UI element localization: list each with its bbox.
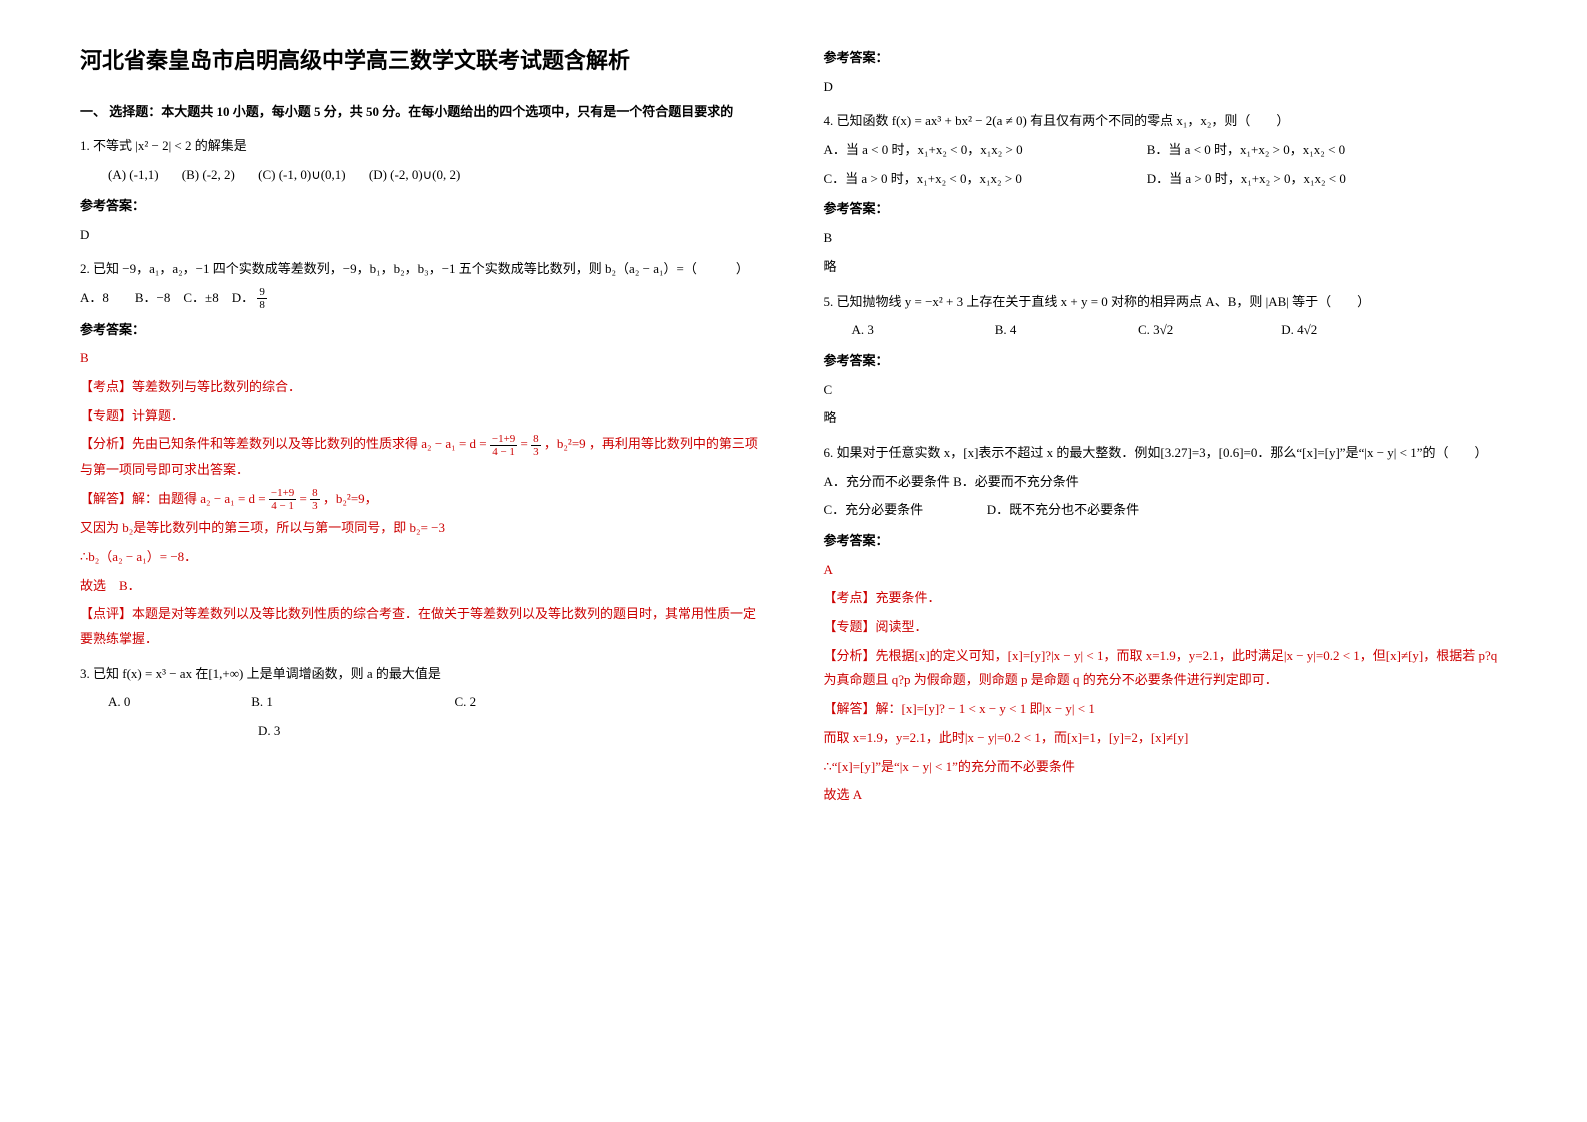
q5-opt-c: C. 3√2 xyxy=(1138,318,1278,343)
q6-opt-b: B．必要而不充分条件 xyxy=(953,474,1079,489)
q6-zhuanti: 【专题】阅读型． xyxy=(824,615,1508,640)
q2-jd0-prefix: 【解答】解：由题得 xyxy=(80,491,197,506)
left-column: 河北省秦皇岛市启明高级中学高三数学文联考试题含解析 一、 选择题：本大题共 10… xyxy=(50,40,794,1082)
q6-jd2: 而取 x=1.9，y=2.1，此时|x − y|=0.2 < 1，而[x]=1，… xyxy=(824,726,1508,751)
q2-jd-suffix: ，b₂²=9 xyxy=(323,491,365,506)
section-heading: 一、 选择题：本大题共 10 小题，每小题 5 分，共 50 分。在每小题给出的… xyxy=(80,100,764,125)
q6-answer-label: 参考答案： xyxy=(824,529,1508,554)
q3-opt-a: A. 0 xyxy=(108,690,248,715)
q4-answer-label: 参考答案： xyxy=(824,197,1508,222)
q2-fenxi-frac2: 8 3 xyxy=(531,433,541,458)
q2-fenxi: 【分析】先由已知条件和等差数列以及等比数列的性质求得 a₂ − a₁ = d =… xyxy=(80,432,764,482)
q4-opt-a: A．当 a < 0 时，x₁+x₂ < 0，x₁x₂ > 0 xyxy=(824,138,1144,163)
q4-stem: 4. 已知函数 f(x) = ax³ + bx² − 2(a ≠ 0) 有且仅有… xyxy=(824,109,1508,134)
q6-row2: C．充分必要条件 D．既不充分也不必要条件 xyxy=(824,498,1508,523)
q2-jd-f1-num: −1+9 xyxy=(269,487,296,500)
q3-opt-d: D. 3 xyxy=(258,719,398,744)
q3-options-2: D. 3 xyxy=(108,719,764,744)
q6-opt-a: A．充分而不必要条件 xyxy=(824,470,950,495)
q2-jd-f2-den: 3 xyxy=(310,500,320,512)
q3-stem: 3. 已知 f(x) = x³ − ax 在[1,+∞) 上是单调增函数，则 a… xyxy=(80,662,764,687)
q6-stem: 6. 如果对于任意实数 x，[x]表示不超过 x 的最大整数．例如[3.27]=… xyxy=(824,441,1508,466)
q6-jd1: 【解答】解：[x]=[y]? − 1 < x − y < 1 即|x − y| … xyxy=(824,697,1508,722)
q2-kaodian: 【考点】等差数列与等比数列的综合． xyxy=(80,375,764,400)
q3-options: A. 0 B. 1 C. 2 xyxy=(108,690,764,715)
q6-row1: A．充分而不必要条件 B．必要而不充分条件 xyxy=(824,470,1508,495)
q2-fx-f2-num: 8 xyxy=(531,433,541,446)
q2-frac-num: 9 xyxy=(257,286,267,299)
q1-stem: 1. 不等式 |x² − 2| < 2 的解集是 xyxy=(80,134,764,159)
q2-fx-f1-num: −1+9 xyxy=(490,433,517,446)
q2-fenxi-mid: = xyxy=(521,436,528,451)
q6-jd4: 故选 A xyxy=(824,783,1508,808)
q2-frac-den: 8 xyxy=(257,299,267,311)
q2-opts-text: A．8 B．−8 C．±8 D． xyxy=(80,290,254,305)
q4-row1: A．当 a < 0 时，x₁+x₂ < 0，x₁x₂ > 0 B．当 a < 0… xyxy=(824,138,1508,163)
q2-jd-frac2: 8 3 xyxy=(310,487,320,512)
q1-opt-b: (B) (-2, 2) xyxy=(182,163,235,188)
q2-jiedа-line3: 故选 B． xyxy=(80,574,764,599)
q5-answer-label: 参考答案： xyxy=(824,349,1508,374)
q5-opt-a: A. 3 xyxy=(852,318,992,343)
q2-jiedа-line2: ∴b₂（a₂ − a₁）= −8． xyxy=(80,545,764,570)
q2-zhuanti: 【专题】计算题． xyxy=(80,404,764,429)
q1-options: (A) (-1,1) (B) (-2, 2) (C) (-1, 0)∪(0,1)… xyxy=(108,163,764,188)
q2-fx-f1-den: 4 − 1 xyxy=(490,446,517,458)
q4-opt-d: D．当 a > 0 时，x₁+x₂ > 0，x₁x₂ < 0 xyxy=(1147,171,1346,186)
q2-fenxi-expr: a₂ − a₁ = d = xyxy=(421,436,486,451)
q2-jd-f1-den: 4 − 1 xyxy=(269,500,296,512)
q3-opt-c: C. 2 xyxy=(455,690,595,715)
q2-answer-label: 参考答案： xyxy=(80,318,764,343)
q1-opt-c: (C) (-1, 0)∪(0,1) xyxy=(258,163,346,188)
q4-answer: B xyxy=(824,226,1508,251)
q5-answer: C xyxy=(824,378,1508,403)
q6-opt-d: D．既不充分也不必要条件 xyxy=(987,502,1139,517)
q2-fenxi-suffix: ，b₂²=9 xyxy=(544,436,586,451)
q2-answer: B xyxy=(80,346,764,371)
page-title: 河北省秦皇岛市启明高级中学高三数学文联考试题含解析 xyxy=(80,40,764,82)
q3-answer-label: 参考答案： xyxy=(824,46,1508,71)
q6-kaodian: 【考点】充要条件． xyxy=(824,586,1508,611)
q3-opt-b: B. 1 xyxy=(251,690,451,715)
q2-fx-f2-den: 3 xyxy=(531,446,541,458)
q1-opt-d: (D) (-2, 0)∪(0, 2) xyxy=(369,163,460,188)
q4-row2: C．当 a > 0 时，x₁+x₂ < 0，x₁x₂ > 0 D．当 a > 0… xyxy=(824,167,1508,192)
q2-jd0-expr: a₂ − a₁ = d = xyxy=(200,491,265,506)
q5-options: A. 3 B. 4 C. 3√2 D. 4√2 xyxy=(852,318,1508,343)
q2-fenxi-frac1: −1+9 4 − 1 xyxy=(490,433,517,458)
q2-jiedа-line0: 【解答】解：由题得 a₂ − a₁ = d = −1+9 4 − 1 = 8 3… xyxy=(80,487,764,513)
q1-answer: D xyxy=(80,223,764,248)
q2-jd-f2-num: 8 xyxy=(310,487,320,500)
q2-jiedа-line1: 又因为 b₂是等比数列中的第三项，所以与第一项同号，即 b₂= −3 xyxy=(80,516,764,541)
q2-fenxi-prefix: 【分析】先由已知条件和等差数列以及等比数列的性质求得 xyxy=(80,436,418,451)
q6-opt-c: C．充分必要条件 xyxy=(824,498,984,523)
q5-slue: 略 xyxy=(824,406,1508,431)
q2-options: A．8 B．−8 C．±8 D． 9 8 xyxy=(80,286,764,312)
q4-slue: 略 xyxy=(824,255,1508,280)
q1-answer-label: 参考答案： xyxy=(80,194,764,219)
q1-opt-a: (A) (-1,1) xyxy=(108,163,159,188)
right-column: 参考答案： D 4. 已知函数 f(x) = ax³ + bx² − 2(a ≠… xyxy=(794,40,1538,1082)
q6-answer: A xyxy=(824,558,1508,583)
q5-stem: 5. 已知抛物线 y = −x² + 3 上存在关于直线 x + y = 0 对… xyxy=(824,290,1508,315)
q2-stem: 2. 已知 −9，a₁，a₂，−1 四个实数成等差数列，−9，b₁，b₂，b₃，… xyxy=(80,257,764,282)
q6-fenxi: 【分析】先根据[x]的定义可知，[x]=[y]?|x − y| < 1，而取 x… xyxy=(824,644,1508,693)
q4-opt-b: B．当 a < 0 时，x₁+x₂ > 0，x₁x₂ < 0 xyxy=(1147,142,1345,157)
q2-dianping: 【点评】本题是对等差数列以及等比数列性质的综合考查．在做关于等差数列以及等比数列… xyxy=(80,602,764,651)
q2-jd-frac1: −1+9 4 − 1 xyxy=(269,487,296,512)
q5-opt-b: B. 4 xyxy=(995,318,1135,343)
q2-jd-mid: = xyxy=(300,491,307,506)
q5-opt-d: D. 4√2 xyxy=(1281,318,1421,343)
q2-opt-d-frac: 9 8 xyxy=(257,286,267,311)
q6-jd3: ∴“[x]=[y]”是“|x − y| < 1”的充分而不必要条件 xyxy=(824,755,1508,780)
q4-opt-c: C．当 a > 0 时，x₁+x₂ < 0，x₁x₂ > 0 xyxy=(824,167,1144,192)
q3-answer: D xyxy=(824,75,1508,100)
